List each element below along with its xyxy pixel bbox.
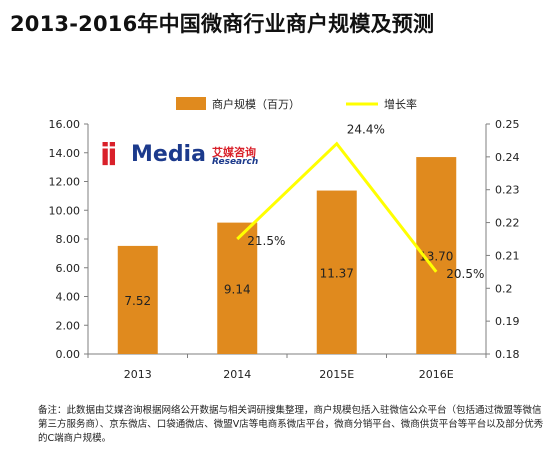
left-tick-label: 16.00 — [49, 118, 81, 131]
logo-mark: ii — [100, 138, 117, 173]
right-tick-label: 0.23 — [495, 184, 520, 197]
bar-value-label: 9.14 — [224, 282, 251, 296]
left-tick-label: 14.00 — [49, 147, 81, 160]
growth-line — [236, 141, 438, 273]
left-tick-label: 10.00 — [49, 204, 81, 217]
growth-rate-label: 20.5% — [446, 267, 484, 281]
left-tick-label: 4.00 — [56, 291, 81, 304]
legend-bar-label: 商户规模（百万） — [212, 97, 300, 111]
bar — [217, 222, 258, 354]
left-tick-label: 6.00 — [56, 262, 81, 275]
logo-chinese: 艾媒咨询 — [212, 146, 256, 159]
right-tick-label: 0.18 — [495, 348, 520, 361]
right-tick-label: 0.22 — [495, 217, 520, 230]
bar-value-label: 7.52 — [124, 294, 151, 308]
right-tick-label: 0.21 — [495, 249, 520, 262]
left-tick-label: 8.00 — [56, 233, 81, 246]
x-tick-label: 2016E — [419, 368, 454, 381]
growth-rate-label: 21.5% — [247, 234, 285, 248]
bar-value-label: 11.37 — [320, 266, 354, 280]
chart-title: 2013-2016年中国微商行业商户规模及预测 — [10, 12, 435, 36]
logo-name: Media — [131, 142, 206, 167]
left-tick-label: 12.00 — [49, 176, 81, 189]
growth-rate-label: 24.4% — [347, 123, 385, 137]
bar — [117, 245, 158, 354]
right-tick-label: 0.24 — [495, 151, 520, 164]
legend-bar-swatch — [176, 97, 206, 110]
left-tick-label: 2.00 — [56, 319, 81, 332]
x-tick-label: 2015E — [319, 368, 354, 381]
right-tick-label: 0.25 — [495, 118, 520, 131]
right-tick-label: 0.2 — [495, 282, 513, 295]
bar — [316, 190, 357, 354]
right-tick-label: 0.19 — [495, 315, 520, 328]
logo-english: Research — [212, 157, 259, 167]
x-tick-label: 2014 — [223, 368, 251, 381]
x-tick-label: 2013 — [124, 368, 152, 381]
footnote: 备注：此数据由艾媒咨询根据网络公开数据与相关调研搜集整理，商户规模包括入驻微信公… — [38, 405, 544, 444]
left-tick-label: 0.00 — [56, 348, 81, 361]
legend-line-label: 增长率 — [384, 97, 417, 111]
